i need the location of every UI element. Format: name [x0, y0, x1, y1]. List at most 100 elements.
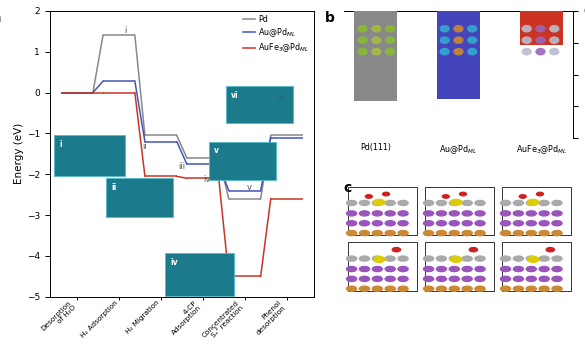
Circle shape: [462, 231, 472, 236]
Ellipse shape: [357, 48, 368, 55]
Circle shape: [475, 256, 485, 261]
Circle shape: [501, 256, 511, 261]
Circle shape: [372, 231, 383, 236]
Circle shape: [359, 211, 370, 216]
Circle shape: [552, 256, 562, 261]
Ellipse shape: [371, 48, 381, 55]
Circle shape: [372, 256, 383, 261]
Circle shape: [436, 231, 446, 236]
Circle shape: [526, 221, 536, 226]
Ellipse shape: [549, 36, 559, 44]
Circle shape: [398, 211, 408, 216]
Circle shape: [514, 286, 524, 291]
Text: iv: iv: [203, 176, 210, 185]
Circle shape: [501, 201, 511, 206]
Ellipse shape: [467, 48, 477, 55]
Circle shape: [462, 221, 472, 226]
Circle shape: [398, 221, 408, 226]
FancyBboxPatch shape: [54, 135, 125, 176]
Circle shape: [398, 276, 408, 281]
Ellipse shape: [521, 36, 532, 44]
Text: v: v: [247, 183, 252, 192]
Ellipse shape: [467, 25, 477, 33]
Circle shape: [501, 231, 511, 236]
Ellipse shape: [385, 36, 395, 44]
Circle shape: [475, 266, 485, 272]
Circle shape: [398, 231, 408, 236]
FancyBboxPatch shape: [226, 87, 293, 123]
Circle shape: [398, 201, 408, 206]
Text: i: i: [124, 26, 126, 35]
Circle shape: [552, 221, 562, 226]
Bar: [437, 11, 480, 100]
Circle shape: [449, 201, 459, 206]
Circle shape: [501, 286, 511, 291]
Circle shape: [475, 201, 485, 206]
Circle shape: [436, 201, 446, 206]
Circle shape: [552, 286, 562, 291]
Circle shape: [385, 256, 395, 261]
Circle shape: [366, 195, 372, 198]
Circle shape: [398, 256, 408, 261]
Circle shape: [519, 195, 526, 198]
Circle shape: [372, 276, 383, 281]
Text: b: b: [325, 11, 335, 25]
Ellipse shape: [453, 25, 463, 33]
Bar: [354, 11, 397, 101]
Ellipse shape: [467, 36, 477, 44]
Circle shape: [346, 211, 357, 216]
Bar: [519, 11, 563, 45]
Text: c: c: [343, 181, 352, 195]
Circle shape: [536, 192, 543, 196]
Circle shape: [385, 276, 395, 281]
Circle shape: [526, 211, 536, 216]
Circle shape: [424, 286, 433, 291]
Circle shape: [514, 221, 524, 226]
Text: a: a: [0, 11, 1, 25]
Circle shape: [449, 276, 459, 281]
Circle shape: [462, 211, 472, 216]
Circle shape: [501, 211, 511, 216]
Circle shape: [393, 248, 401, 252]
Circle shape: [462, 201, 472, 206]
Circle shape: [385, 221, 395, 226]
Circle shape: [346, 231, 357, 236]
Circle shape: [501, 221, 511, 226]
Circle shape: [359, 221, 370, 226]
Circle shape: [372, 286, 383, 291]
Circle shape: [346, 201, 357, 206]
FancyBboxPatch shape: [425, 187, 494, 235]
Circle shape: [346, 256, 357, 261]
FancyBboxPatch shape: [165, 253, 234, 296]
Circle shape: [398, 286, 408, 291]
Circle shape: [449, 286, 459, 291]
Circle shape: [385, 286, 395, 291]
Ellipse shape: [439, 36, 450, 44]
Circle shape: [385, 266, 395, 272]
Circle shape: [501, 276, 511, 281]
Circle shape: [539, 201, 549, 206]
Circle shape: [359, 231, 370, 236]
Circle shape: [373, 257, 385, 262]
Text: iii: iii: [178, 163, 185, 171]
Circle shape: [372, 221, 383, 226]
Circle shape: [436, 266, 446, 272]
Circle shape: [527, 257, 539, 262]
Circle shape: [424, 276, 433, 281]
FancyBboxPatch shape: [425, 243, 494, 291]
Circle shape: [475, 211, 485, 216]
Circle shape: [527, 199, 539, 205]
FancyBboxPatch shape: [348, 187, 417, 235]
Circle shape: [385, 211, 395, 216]
Circle shape: [539, 266, 549, 272]
Ellipse shape: [549, 48, 559, 55]
Circle shape: [539, 276, 549, 281]
Circle shape: [424, 231, 433, 236]
Circle shape: [552, 231, 562, 236]
Circle shape: [346, 276, 357, 281]
FancyBboxPatch shape: [348, 243, 417, 291]
Text: i: i: [59, 140, 61, 150]
Circle shape: [424, 256, 433, 261]
Circle shape: [372, 211, 383, 216]
Ellipse shape: [385, 48, 395, 55]
